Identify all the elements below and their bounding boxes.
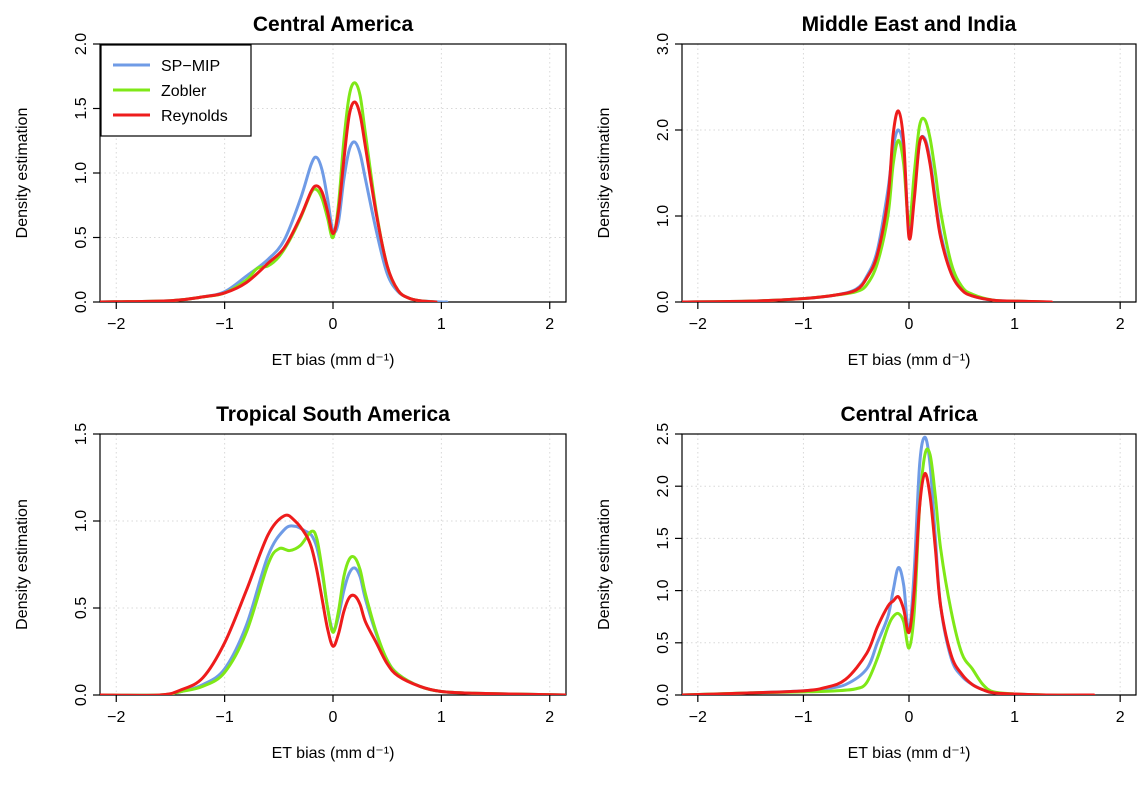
y-tick-label: 1.0 (655, 205, 672, 227)
y-tick-label: 3.0 (655, 33, 672, 55)
y-tick-label: 0.0 (73, 684, 90, 706)
y-tick-label: 2.0 (73, 33, 90, 55)
x-tick-label: −1 (216, 709, 234, 726)
y-tick-label: 0.5 (655, 632, 672, 654)
series-line-zobler (682, 116, 1048, 302)
x-tick-label: 1 (1010, 709, 1019, 726)
y-tick-label: 0.0 (73, 291, 90, 313)
chart-panel-1: −2 −1 0 1 2 0.0 0.5 1.0 1.5 2.0 Central America ET … (14, 13, 567, 369)
x-tick-label: 0 (329, 316, 338, 333)
y-tick-label: 1.5 (73, 423, 90, 445)
x-tick-label: −1 (794, 316, 812, 333)
y-tick-label: 0.5 (73, 226, 90, 248)
series-group (100, 81, 449, 302)
x-tick-label: −2 (689, 709, 707, 726)
y-tick-label: 1.5 (73, 97, 90, 119)
series-line-sp-mip (682, 435, 1090, 695)
x-tick-label: 0 (905, 709, 914, 726)
y-tick-label: 1.0 (655, 579, 672, 601)
y-tick-label: 1.0 (73, 510, 90, 532)
legend-label: Reynolds (161, 108, 228, 125)
y-tick-label: 2.0 (655, 475, 672, 497)
x-axis-label: ET bias (mm d⁻¹) (848, 352, 971, 369)
series-line-sp-mip (100, 140, 449, 302)
series-group (682, 435, 1096, 695)
plot-frame (681, 43, 1137, 303)
series-line-reynolds (100, 513, 566, 695)
x-tick-label: −2 (107, 709, 125, 726)
x-tick-label: 0 (329, 709, 338, 726)
chart-panel-4: −2 −1 0 1 2 0.0 0.5 1.0 1.5 2.0 2.5 Central Africa E… (596, 403, 1137, 762)
x-tick-label: −2 (689, 316, 707, 333)
chart-title: Tropical South America (216, 403, 450, 426)
x-tick-label: 1 (437, 316, 446, 333)
x-tick-label: 2 (545, 316, 554, 333)
chart-title: Central Africa (841, 403, 978, 426)
x-tick-label: 2 (545, 709, 554, 726)
series-line-reynolds (682, 472, 1096, 695)
series-group (100, 513, 566, 695)
y-axis-label: Density estimation (596, 499, 613, 630)
x-axis-label: ET bias (mm d⁻¹) (272, 745, 395, 762)
y-tick-label: 2.0 (655, 119, 672, 141)
chart-panel-2: −2 −1 0 1 2 0.0 1.0 2.0 3.0 Middle East and India… (596, 13, 1137, 369)
x-tick-label: −2 (107, 316, 125, 333)
y-tick-label: 2.5 (655, 423, 672, 445)
x-tick-label: −1 (216, 316, 234, 333)
chart-title: Middle East and India (802, 13, 1017, 36)
legend-label: SP−MIP (161, 58, 220, 75)
legend: SP−MIP Zobler Reynolds (100, 44, 252, 137)
legend-box (100, 44, 252, 137)
y-tick-label: 0.0 (655, 684, 672, 706)
x-axis-label: ET bias (mm d⁻¹) (848, 745, 971, 762)
series-group (682, 109, 1054, 302)
x-tick-label: −1 (794, 709, 812, 726)
x-tick-label: 1 (1010, 316, 1019, 333)
series-line-reynolds (100, 100, 438, 302)
series-line-reynolds (682, 109, 1054, 302)
y-axis-label: Density estimation (14, 108, 31, 239)
legend-label: Zobler (161, 83, 207, 100)
x-tick-label: 0 (905, 316, 914, 333)
y-tick-label: 1.5 (655, 527, 672, 549)
chart-title: Central America (253, 13, 414, 36)
y-axis-label: Density estimation (14, 499, 31, 630)
x-tick-label: 1 (437, 709, 446, 726)
chart-panel-3: −2 −1 0 1 2 0.0 0.5 1.0 1.5 Tropical South Americ… (14, 403, 567, 762)
x-tick-label: 2 (1116, 316, 1125, 333)
y-axis-label: Density estimation (596, 108, 613, 239)
x-axis-label: ET bias (mm d⁻¹) (272, 352, 395, 369)
y-tick-label: 0.0 (655, 291, 672, 313)
x-tick-label: 2 (1116, 709, 1125, 726)
y-tick-label: 1.0 (73, 162, 90, 184)
y-tick-label: 0.5 (73, 597, 90, 619)
